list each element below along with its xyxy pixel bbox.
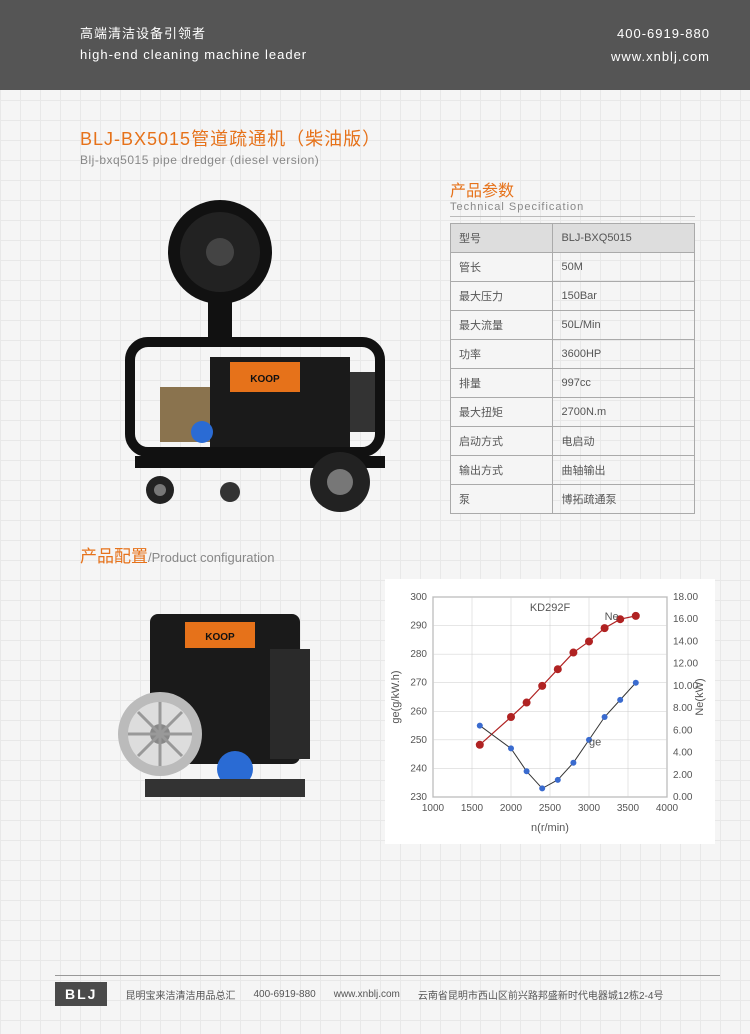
svg-text:4.00: 4.00 — [673, 748, 693, 759]
spec-key: 功率 — [451, 340, 553, 369]
tagline-en: high-end cleaning machine leader — [80, 45, 307, 66]
spec-value: 50L/Min — [553, 311, 695, 340]
header: 高端清洁设备引领者 high-end cleaning machine lead… — [0, 0, 750, 90]
svg-text:1000: 1000 — [422, 803, 445, 814]
svg-text:2500: 2500 — [539, 803, 562, 814]
product-title-cn: BLJ-BX5015管道疏通机（柴油版） — [80, 125, 695, 151]
svg-text:230: 230 — [410, 792, 427, 803]
svg-text:0.00: 0.00 — [673, 792, 693, 803]
footer-phone: 400-6919-880 — [253, 989, 315, 1000]
spec-key: 排量 — [451, 369, 553, 398]
svg-text:300: 300 — [410, 592, 427, 603]
svg-text:KOOP: KOOP — [205, 632, 235, 643]
performance-chart: 1000 1500 2000 2500 3000 3500 4000 230 240 250 260… — [385, 579, 715, 844]
config-title: 产品配置/Product configuration — [80, 542, 695, 567]
svg-text:ge: ge — [589, 737, 601, 749]
spec-panel: 产品参数 Technical Specification 型号BLJ-BXQ50… — [450, 177, 695, 517]
spec-value: 3600HP — [553, 340, 695, 369]
engine-image: KOOP — [80, 579, 360, 829]
spec-row: 功率3600HP — [451, 340, 695, 369]
header-tagline: 高端清洁设备引领者 high-end cleaning machine lead… — [80, 24, 307, 66]
spec-value: 50M — [553, 253, 695, 282]
header-url: www.xnblj.com — [611, 45, 710, 68]
svg-text:2.00: 2.00 — [673, 770, 693, 781]
spec-value: 997cc — [553, 369, 695, 398]
spec-key: 输出方式 — [451, 456, 553, 485]
spec-value: 2700N.m — [553, 398, 695, 427]
spec-key: 启动方式 — [451, 427, 553, 456]
spec-title-cn: 产品参数 — [450, 177, 695, 201]
svg-text:16.00: 16.00 — [673, 614, 698, 625]
header-phone: 400-6919-880 — [611, 22, 710, 45]
spec-row: 型号BLJ-BXQ5015 — [451, 224, 695, 253]
svg-text:290: 290 — [410, 621, 427, 632]
svg-text:KOOP: KOOP — [250, 374, 280, 385]
svg-text:Ne: Ne — [605, 611, 619, 623]
footer-logo: BLJ — [55, 982, 107, 1006]
svg-text:14.00: 14.00 — [673, 636, 698, 647]
spec-row: 管长50M — [451, 253, 695, 282]
svg-text:3000: 3000 — [578, 803, 601, 814]
spec-row: 排量997cc — [451, 369, 695, 398]
footer-url: www.xnblj.com — [334, 989, 400, 1000]
spec-value: 150Bar — [553, 282, 695, 311]
spec-key: 最大扭矩 — [451, 398, 553, 427]
svg-text:3500: 3500 — [617, 803, 640, 814]
spec-value: 电启动 — [553, 427, 695, 456]
spec-table: 型号BLJ-BXQ5015管长50M最大压力150Bar最大流量50L/Min功… — [450, 223, 695, 514]
spec-key: 管长 — [451, 253, 553, 282]
spec-row: 启动方式电启动 — [451, 427, 695, 456]
svg-text:ge(g/kW.h): ge(g/kW.h) — [390, 670, 402, 723]
svg-text:260: 260 — [410, 706, 427, 717]
product-title-en: Blj-bxq5015 pipe dredger (diesel version… — [80, 153, 695, 167]
svg-text:4000: 4000 — [656, 803, 679, 814]
svg-text:2000: 2000 — [500, 803, 523, 814]
spec-row: 输出方式曲轴输出 — [451, 456, 695, 485]
config-title-en: /Product configuration — [148, 550, 274, 565]
spec-key: 型号 — [451, 224, 553, 253]
spec-value: BLJ-BXQ5015 — [553, 224, 695, 253]
svg-text:Ne(kW): Ne(kW) — [694, 678, 706, 715]
spec-value: 博拓疏通泵 — [553, 485, 695, 514]
spec-key: 最大流量 — [451, 311, 553, 340]
spec-row: 泵博拓疏通泵 — [451, 485, 695, 514]
spec-title-en: Technical Specification — [450, 201, 695, 217]
svg-text:18.00: 18.00 — [673, 592, 698, 603]
footer-company: 昆明宝来洁清洁用品总汇 — [125, 987, 235, 1002]
svg-text:280: 280 — [410, 649, 427, 660]
tagline-cn: 高端清洁设备引领者 — [80, 24, 307, 45]
svg-text:8.00: 8.00 — [673, 703, 693, 714]
svg-text:12.00: 12.00 — [673, 659, 698, 670]
header-contact: 400-6919-880 www.xnblj.com — [611, 22, 710, 69]
spec-key: 泵 — [451, 485, 553, 514]
footer: BLJ 昆明宝来洁清洁用品总汇 400-6919-880 www.xnblj.c… — [55, 975, 720, 1006]
spec-value: 曲轴输出 — [553, 456, 695, 485]
spec-row: 最大压力150Bar — [451, 282, 695, 311]
svg-text:240: 240 — [410, 763, 427, 774]
product-image: KOOP — [80, 177, 420, 517]
svg-text:6.00: 6.00 — [673, 725, 693, 736]
spec-row: 最大扭矩2700N.m — [451, 398, 695, 427]
svg-text:1500: 1500 — [461, 803, 484, 814]
svg-text:270: 270 — [410, 678, 427, 689]
spec-key: 最大压力 — [451, 282, 553, 311]
spec-row: 最大流量50L/Min — [451, 311, 695, 340]
svg-text:n(r/min): n(r/min) — [531, 822, 569, 834]
config-title-cn: 产品配置 — [80, 547, 148, 566]
svg-text:KD292F: KD292F — [530, 602, 571, 614]
footer-address: 云南省昆明市西山区前兴路邦盛新时代电器城12栋2-4号 — [418, 987, 664, 1002]
svg-text:250: 250 — [410, 735, 427, 746]
